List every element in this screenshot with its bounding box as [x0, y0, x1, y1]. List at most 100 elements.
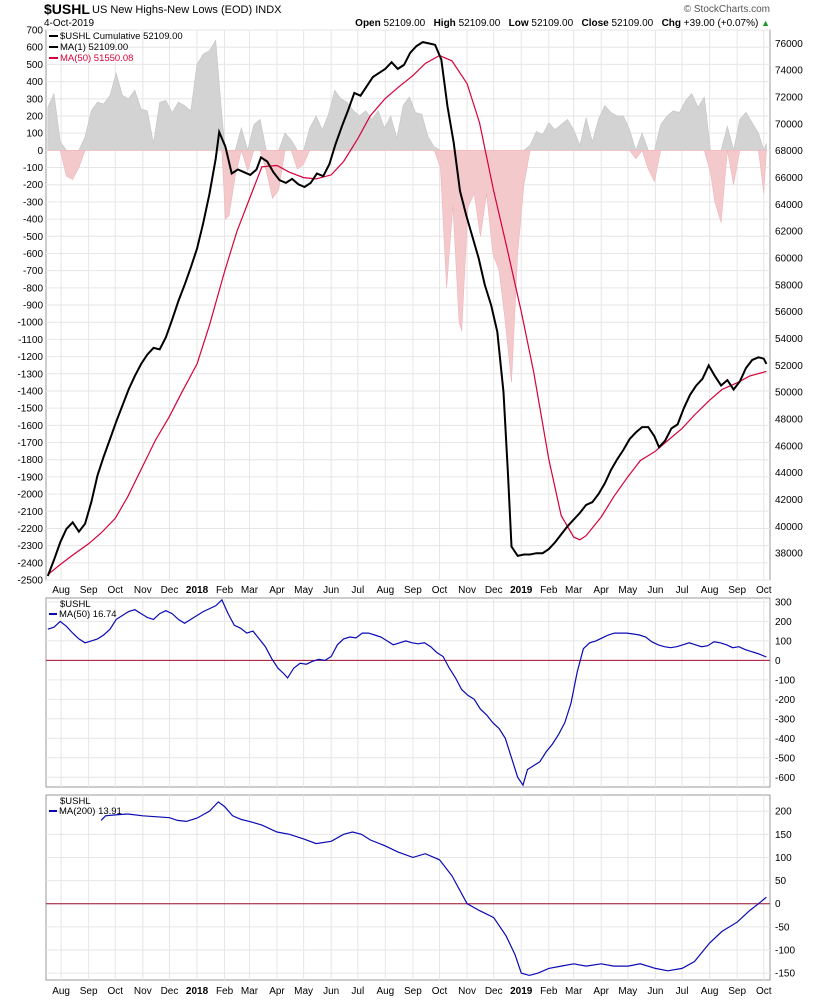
x-tick-label-0-11: Jul	[351, 585, 364, 596]
x-tick-label-0-1: Sep	[80, 585, 98, 596]
x-tick-label-1-23: Jul	[676, 986, 689, 997]
copyright: © StockCharts.com	[683, 4, 770, 15]
ma50-legend-label-0: $USHL	[60, 599, 91, 610]
main-right-tick-6: 64000	[775, 200, 803, 211]
ma50-right-tick-9: -600	[775, 773, 795, 784]
main-left-tick-16: -900	[23, 301, 43, 312]
high-value: 52109.00	[458, 18, 501, 29]
x-tick-label-0-20: Apr	[593, 585, 609, 596]
main-left-tick-24: -1700	[17, 438, 43, 449]
ma50-right-tick-6: -300	[775, 714, 795, 725]
main-left-tick-4: 300	[26, 94, 43, 105]
x-tick-label-0-26: Oct	[756, 585, 772, 596]
main-left-tick-32: -2500	[17, 576, 43, 587]
exchange: INDX	[255, 4, 282, 16]
ma50-right-tick-5: -200	[775, 695, 795, 706]
ma200-right-tick-1: 150	[775, 830, 792, 841]
x-tick-label-1-3: Nov	[134, 986, 152, 997]
main-left-tick-2: 500	[26, 60, 43, 71]
ma200-line	[100, 801, 767, 977]
histogram-positive	[47, 39, 767, 152]
close-label: Close	[581, 18, 609, 29]
main-left-tick-19: -1200	[17, 352, 43, 363]
main-left-tick-27: -2000	[17, 490, 43, 501]
x-tick-label-1-19: Mar	[565, 986, 583, 997]
chg-label: Chg	[661, 18, 682, 29]
x-tick-label-0-15: Nov	[458, 585, 476, 596]
quote-date: 4-Oct-2019	[44, 18, 95, 29]
main-left-tick-26: -1900	[17, 472, 43, 483]
main-right-tick-13: 50000	[775, 388, 803, 399]
ma200-legend-label-0: $USHL	[60, 796, 91, 807]
main-left-tick-15: -800	[23, 283, 43, 294]
quote-bar: Open 52109.00 High 52109.00 Low 52109.00…	[355, 18, 770, 29]
main-left-tick-13: -600	[23, 249, 43, 260]
main-left-tick-30: -2300	[17, 541, 43, 552]
x-tick-label-0-16: Dec	[485, 585, 503, 596]
x-tick-label-0-13: Sep	[404, 585, 422, 596]
x-tick-label-1-1: Sep	[80, 986, 98, 997]
x-tick-label-1-20: Apr	[593, 986, 609, 997]
x-tick-label-0-12: Aug	[376, 585, 394, 596]
ma50-right-tick-0: 300	[775, 597, 792, 608]
high-label: High	[433, 18, 456, 29]
x-tick-label-1-16: Dec	[485, 986, 503, 997]
main-right-tick-4: 68000	[775, 146, 803, 157]
x-tick-label-0-22: Jun	[647, 585, 663, 596]
x-tick-label-1-21: May	[618, 986, 637, 997]
ma50-right-tick-4: -100	[775, 675, 795, 686]
x-tick-label-0-10: Jun	[323, 585, 339, 596]
main-left-tick-3: 400	[26, 77, 43, 88]
ma50-panel-frame	[45, 597, 771, 788]
x-tick-label-1-4: Dec	[161, 986, 179, 997]
main-right-tick-7: 62000	[775, 227, 803, 238]
x-tick-label-1-9: May	[294, 986, 313, 997]
x-tick-label-0-3: Nov	[134, 585, 152, 596]
ma200-legend-label-1: MA(200) 13.91	[59, 806, 122, 817]
main-left-tick-7: 0	[37, 146, 43, 157]
main-right-tick-9: 58000	[775, 280, 803, 291]
main-left-tick-6: 100	[26, 129, 43, 140]
x-tick-label-0-17: 2019	[510, 585, 533, 596]
x-tick-label-1-17: 2019	[510, 986, 533, 997]
main-right-tick-17: 42000	[775, 495, 803, 506]
ma50-line	[47, 54, 767, 576]
triangle-up-icon: ▲	[761, 18, 770, 28]
x-tick-label-1-24: Aug	[701, 986, 719, 997]
main-left-tick-31: -2400	[17, 558, 43, 569]
ma50-right-tick-7: -400	[775, 734, 795, 745]
main-left-tick-29: -2200	[17, 524, 43, 535]
x-tick-label-1-6: Feb	[216, 986, 234, 997]
chg-value: +39.00 (+0.07%)	[683, 18, 759, 29]
x-tick-label-1-26: Oct	[756, 986, 772, 997]
x-tick-label-1-5: 2018	[186, 986, 209, 997]
x-tick-label-1-22: Jun	[647, 986, 663, 997]
main-left-tick-12: -500	[23, 232, 43, 243]
ma50-right-tick-2: 100	[775, 636, 792, 647]
main-left-tick-20: -1300	[17, 369, 43, 380]
close-value: 52109.00	[611, 18, 654, 29]
main-right-tick-11: 54000	[775, 334, 803, 345]
main-right-tick-12: 52000	[775, 361, 803, 372]
x-tick-label-0-5: 2018	[186, 585, 209, 596]
x-tick-label-0-7: Mar	[241, 585, 259, 596]
ma200-right-tick-2: 100	[775, 853, 792, 864]
x-tick-label-0-4: Dec	[161, 585, 179, 596]
main-left-tick-1: 600	[26, 43, 43, 54]
main-right-tick-10: 56000	[775, 307, 803, 318]
main-right-tick-0: 76000	[775, 39, 803, 50]
ma200-panel-frame	[45, 794, 771, 981]
low-label: Low	[508, 18, 529, 29]
open-label: Open	[355, 18, 381, 29]
x-tick-label-0-14: Oct	[432, 585, 448, 596]
title-text: US New Highs-New Lows (EOD)	[92, 4, 253, 16]
ma200-right-tick-4: 0	[775, 899, 781, 910]
ma50-right-tick-3: 0	[775, 656, 781, 667]
main-left-tick-8: -100	[23, 163, 43, 174]
main-left-tick-0: 700	[26, 26, 43, 37]
x-tick-label-1-12: Aug	[376, 986, 394, 997]
main-right-tick-3: 70000	[775, 119, 803, 130]
x-tick-label-0-23: Jul	[676, 585, 689, 596]
x-tick-label-1-18: Feb	[540, 986, 558, 997]
